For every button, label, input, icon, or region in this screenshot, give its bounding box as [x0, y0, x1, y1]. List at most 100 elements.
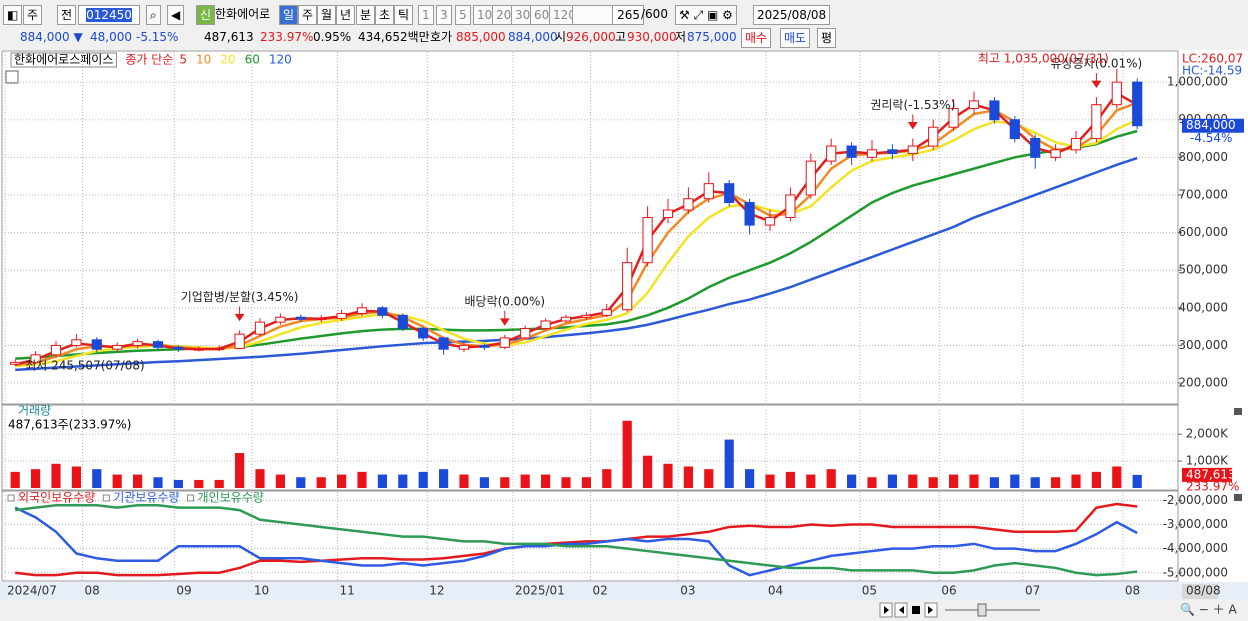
y-tick-label: 300,000: [1178, 338, 1228, 352]
volume-bar: [1030, 477, 1040, 488]
sell-button[interactable]: 매도: [780, 28, 811, 48]
period-week[interactable]: 주: [298, 5, 318, 25]
holding-line: [14, 506, 1138, 577]
annotation: 기업합병/분할(3.45%): [181, 290, 299, 304]
price: 884,000 ▼: [20, 30, 83, 44]
volume-bar: [683, 466, 693, 488]
candle-body: [234, 333, 245, 349]
candle-body: [907, 145, 918, 155]
period-second[interactable]: 초: [375, 5, 395, 25]
y-tick-label: 800,000: [1178, 150, 1228, 164]
interval[interactable]: 60: [530, 5, 554, 25]
volume-bar: [133, 474, 143, 488]
candle-body: [397, 314, 408, 330]
ma-line: [15, 156, 1138, 372]
candle-body: [846, 145, 857, 158]
close-icon[interactable]: [1234, 408, 1242, 415]
volume-bar: [887, 474, 897, 488]
interval[interactable]: 20: [492, 5, 516, 25]
candle-body: [50, 344, 62, 356]
code-input[interactable]: 012450: [78, 5, 140, 25]
y-tick-label: -4,000,000: [1163, 541, 1228, 555]
cursor-date: 08/08: [1186, 584, 1221, 598]
lc-label: LC:260,07: [1182, 52, 1243, 66]
interval[interactable]: 1: [418, 5, 434, 25]
menu-icon[interactable]: ◧: [3, 5, 23, 25]
table-icon[interactable]: [5, 70, 19, 84]
candle-body: [479, 344, 490, 348]
volume-bar: [398, 474, 408, 488]
candle-body: [520, 328, 531, 339]
candle-body: [438, 337, 449, 350]
legend-label: 종가 단순: [125, 53, 173, 67]
candle-body: [703, 183, 714, 200]
candle-body: [1030, 138, 1041, 158]
volume-subtitle: 487,613주(233.97%): [8, 418, 131, 432]
sound-button[interactable]: ◀: [167, 5, 185, 25]
x-tick-label: 2024/07: [7, 584, 57, 598]
search-button[interactable]: ⌕: [146, 5, 161, 25]
close-icon[interactable]: [1234, 494, 1242, 501]
legend-swatch: [187, 494, 195, 502]
volume-bar: [602, 469, 612, 488]
candle-body: [887, 149, 898, 155]
last-price-box: [1182, 118, 1244, 133]
volume-bar: [71, 466, 81, 488]
candle-body: [91, 339, 102, 350]
new-badge[interactable]: 신: [196, 5, 216, 25]
volume-bar: [214, 479, 224, 488]
annotation-arrow: [1091, 73, 1102, 89]
last-volume-change: 233.97%: [1186, 479, 1239, 493]
candle-body: [71, 339, 82, 346]
low-price: 875,000: [687, 30, 737, 44]
high-price: 930,000: [627, 30, 677, 44]
date-input[interactable]: 2025/08/08: [753, 5, 831, 25]
x-tick-label: 05: [862, 584, 877, 598]
volume-bar: [92, 469, 102, 488]
avg-button[interactable]: 평: [817, 28, 837, 48]
interval[interactable]: 5: [455, 5, 471, 25]
last-volume: 487,613: [1186, 467, 1236, 481]
prev-button[interactable]: 전: [57, 5, 77, 25]
period-year[interactable]: 년: [336, 5, 356, 25]
scroll-controls[interactable]: 🔍 − ＋ A: [879, 602, 1237, 618]
change-rate: -5.15%: [136, 30, 179, 44]
volume-bar: [1071, 474, 1081, 488]
x-tick-label: 07: [1025, 584, 1040, 598]
scroll-bar[interactable]: [0, 600, 1248, 621]
last-volume-box: [1182, 467, 1232, 482]
period-month[interactable]: 월: [317, 5, 337, 25]
period-minute[interactable]: 분: [356, 5, 376, 25]
y-tick-label: -5,000,000: [1163, 565, 1228, 579]
volume-bar: [500, 477, 510, 488]
volume-bar: [949, 474, 959, 488]
volume-bar: [418, 471, 428, 488]
candle-body: [601, 309, 612, 316]
custom-interval[interactable]: [572, 5, 614, 25]
amount: 434,652백만: [358, 30, 430, 44]
candle-body: [377, 307, 388, 316]
count-input[interactable]: 265: [612, 5, 644, 25]
quote-label: 호가: [430, 30, 453, 44]
ask: 885,000: [456, 30, 506, 44]
legend-entry: 60: [245, 53, 260, 67]
y-tick-label: 700,000: [1178, 187, 1228, 201]
candle-body: [356, 307, 368, 314]
legend-entry: 20: [220, 53, 235, 67]
y-tick-label: 400,000: [1178, 300, 1228, 314]
buy-button[interactable]: 매수: [741, 28, 772, 48]
legend-entry: 10: [196, 53, 211, 67]
y-tick-label: 1,000K: [1186, 454, 1229, 468]
period-tick[interactable]: 틱: [394, 5, 414, 25]
candle-body: [499, 337, 510, 348]
period-day[interactable]: 일: [279, 5, 299, 25]
tool-icons[interactable]: ⚒ ⤢ ▣ ⚙: [675, 5, 737, 25]
candle-body: [336, 312, 347, 319]
y-tick-label: -3,000,000: [1163, 517, 1228, 531]
volume-bar: [724, 439, 734, 488]
interval[interactable]: 10: [473, 5, 497, 25]
period-select[interactable]: 주: [23, 5, 43, 25]
interval[interactable]: 3: [436, 5, 452, 25]
candle-body: [560, 316, 572, 322]
volume-bar: [1051, 477, 1061, 488]
